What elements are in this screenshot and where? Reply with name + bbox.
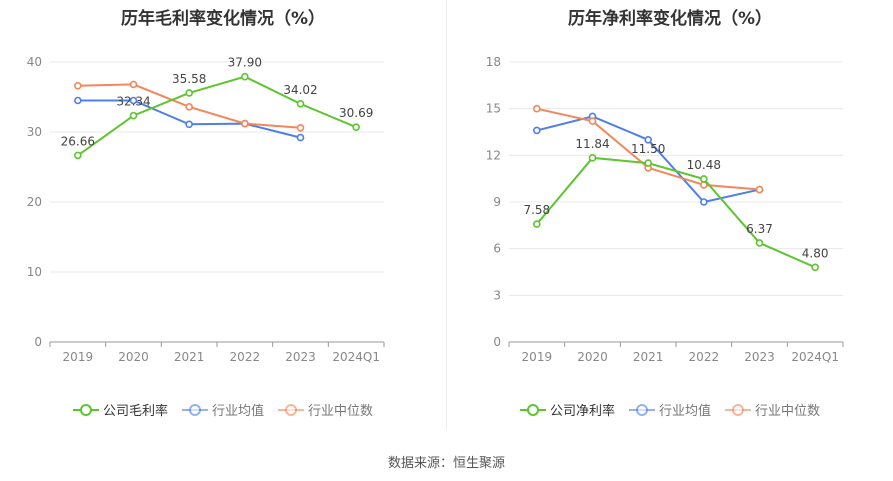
data-point [755, 185, 764, 194]
x-tick-label: 2019 [63, 350, 94, 364]
x-tick-label: 2021 [633, 350, 664, 364]
data-point [700, 198, 708, 206]
data-label: 32.34 [116, 95, 150, 109]
legend-line-icon [181, 403, 208, 417]
data-point [185, 120, 193, 129]
y-tick-label: 0 [493, 335, 501, 349]
data-label: 11.84 [575, 137, 609, 151]
data-point [296, 124, 305, 132]
data-point [296, 100, 305, 108]
data-point [241, 72, 249, 81]
y-tick-label: 12 [486, 148, 501, 162]
y-tick-label: 9 [493, 195, 501, 209]
data-label: 35.58 [172, 72, 206, 86]
legend-item[interactable]: 行业均值 [181, 400, 264, 419]
gross-margin-chart: 0 10 20 30 40 2019 2020 2021 2022 2023 2024Q1 26.66… [27, 55, 385, 364]
data-point [811, 263, 819, 272]
data-point [74, 82, 82, 90]
x-tick-label: 2024Q1 [332, 350, 380, 364]
data-label: 30.69 [339, 106, 373, 120]
panel-divider [446, 0, 447, 430]
y-tick-label: 18 [486, 55, 501, 69]
x-tick-label: 2022 [689, 350, 720, 364]
y-tick-label: 0 [34, 335, 42, 349]
y-tick-label: 3 [493, 288, 501, 302]
data-point [185, 103, 193, 111]
series-line [536, 156, 816, 269]
legend-label: 行业中位数 [755, 404, 821, 419]
net-margin-chart-panel: 历年净利率变化情况（%） 0 3 6 9 12 15 18 2019 2020 2021 2022 2… [447, 0, 893, 440]
chart-legend: 公司毛利率 行业均值 行业中位数 [0, 400, 446, 419]
data-label: 7.58 [523, 203, 550, 217]
x-tick-label: 2022 [230, 350, 261, 364]
data-point [644, 159, 652, 167]
net-margin-chart: 0 3 6 9 12 15 18 2019 2020 2021 2022 2023 2024Q1 7.58… [486, 55, 844, 364]
data-label: 26.66 [61, 134, 95, 148]
legend-label: 公司毛利率 [102, 404, 168, 419]
legend-item[interactable]: 行业中位数 [278, 400, 373, 419]
legend-line-icon [628, 403, 655, 417]
data-label: 10.48 [687, 158, 721, 172]
data-label: 4.80 [802, 246, 829, 260]
data-point [74, 151, 82, 160]
y-tick-label: 30 [27, 125, 42, 139]
x-tick-label: 2019 [522, 350, 553, 364]
series-line [536, 115, 760, 204]
data-point [129, 96, 138, 105]
data-label: 34.02 [283, 83, 317, 97]
legend-line-icon [519, 403, 546, 417]
data-point [588, 117, 597, 125]
legend-label: 行业均值 [658, 404, 711, 419]
data-point [74, 96, 82, 105]
legend-line-icon [72, 403, 99, 417]
data-point [296, 133, 305, 142]
legend-item[interactable]: 公司净利率 [519, 400, 615, 419]
chart-title: 历年净利率变化情况（%） [567, 9, 773, 29]
x-tick-label: 2021 [174, 350, 205, 364]
data-point [700, 175, 708, 183]
y-tick-label: 15 [486, 102, 501, 116]
y-tick-label: 10 [27, 265, 42, 279]
legend-label: 行业均值 [211, 404, 264, 419]
legend-line-icon [725, 403, 751, 417]
legend-item[interactable]: 行业均值 [628, 400, 711, 419]
legend-label: 行业中位数 [308, 404, 374, 419]
data-label: 37.90 [228, 56, 262, 70]
chart-title: 历年毛利率变化情况（%） [120, 9, 326, 29]
data-point [185, 89, 193, 97]
data-point [755, 239, 764, 247]
data-point [352, 123, 360, 131]
data-point [533, 104, 541, 113]
data-label: 6.37 [746, 222, 773, 236]
data-point [644, 135, 652, 144]
data-point [129, 111, 138, 120]
chart-legend: 公司净利率 行业均值 行业中位数 [447, 400, 893, 419]
y-tick-label: 6 [493, 242, 501, 256]
legend-item[interactable]: 行业中位数 [725, 400, 820, 419]
data-label: 11.50 [631, 142, 665, 156]
data-point [533, 220, 541, 228]
x-tick-label: 2023 [744, 350, 775, 364]
data-point [533, 126, 541, 135]
series-line [77, 75, 357, 157]
y-tick-label: 40 [27, 55, 42, 69]
legend-item[interactable]: 公司毛利率 [72, 400, 168, 419]
data-point [241, 119, 249, 128]
x-tick-label: 2024Q1 [791, 350, 839, 364]
legend-line-icon [278, 403, 304, 417]
x-tick-label: 2020 [577, 350, 608, 364]
legend-label: 公司净利率 [549, 404, 615, 419]
data-point [588, 154, 597, 162]
y-tick-label: 20 [27, 195, 42, 209]
data-source: 数据来源：恒生聚源 [387, 456, 505, 471]
data-point [129, 80, 138, 89]
gross-margin-chart-panel: 历年毛利率变化情况（%） 0 10 20 30 40 2019 2020 2021 2022 20… [0, 0, 446, 440]
x-tick-label: 2023 [285, 350, 316, 364]
x-tick-label: 2020 [118, 350, 149, 364]
